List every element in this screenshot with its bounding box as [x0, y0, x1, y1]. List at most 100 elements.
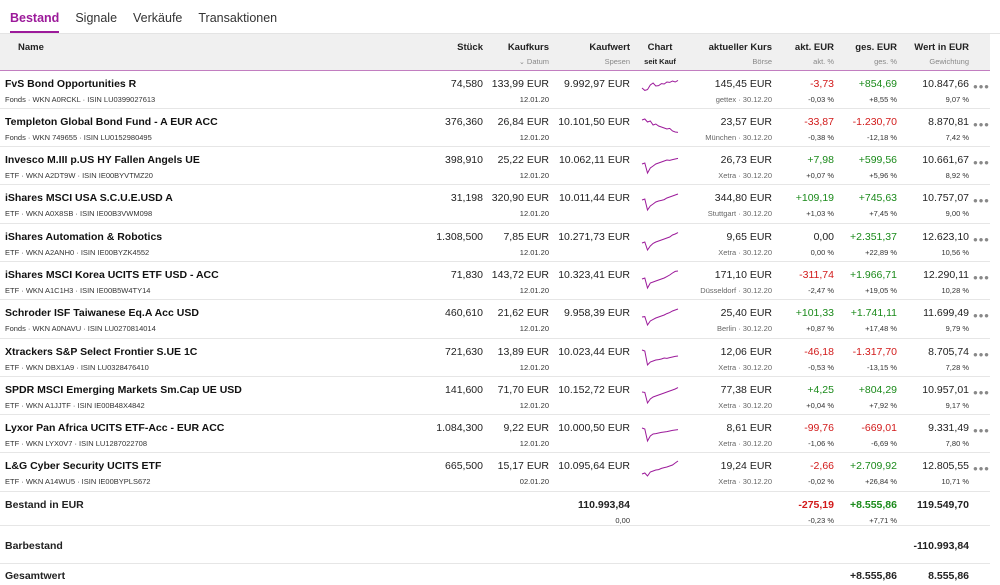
sparkline-cell[interactable]: [634, 338, 686, 376]
kaufkurs-value: 7,85 EUR: [503, 230, 549, 243]
more-options-icon[interactable]: •••: [973, 384, 990, 400]
boerse-value: Xetra · 30.12.20: [718, 400, 772, 410]
more-options-icon[interactable]: •••: [973, 423, 990, 439]
wert-value: 8.870,81: [928, 115, 969, 128]
kurs-value: 12,06 EUR: [720, 345, 772, 358]
kurs-value: 8,61 EUR: [726, 422, 772, 435]
ges-eur: +599,56: [858, 154, 897, 167]
total-label: Bestand in EUR: [5, 498, 84, 511]
sparkline-chart: [641, 193, 679, 212]
position-name[interactable]: Xtrackers S&P Select Frontier S.UE 1C: [5, 345, 198, 358]
sparkline-cell[interactable]: [634, 223, 686, 261]
more-options-icon[interactable]: •••: [973, 269, 990, 285]
table-row[interactable]: Invesco M.III p.US HY Fallen Angels UE ET…: [0, 147, 990, 185]
position-stueck: 460,610: [445, 307, 483, 320]
wert-value: 11.699,49: [923, 307, 969, 320]
kaufkurs-value: 320,90 EUR: [491, 192, 549, 205]
tab-3[interactable]: Transaktionen: [198, 11, 278, 25]
position-name[interactable]: iShares MSCI USA S.C.U.E.USD A: [5, 192, 173, 205]
position-name[interactable]: Schroder ISF Taiwanese Eq.A Acc USD: [5, 307, 199, 320]
position-kurs: 26,73 EUR Xetra · 30.12.20: [686, 147, 776, 185]
position-wert: 10.757,07 9,00 %: [901, 185, 973, 223]
position-kurs: 9,65 EUR Xetra · 30.12.20: [686, 223, 776, 261]
ges-pct: -13,15 %: [866, 362, 897, 372]
col-stueck[interactable]: Stück: [457, 42, 483, 53]
col-chart[interactable]: Chart seit Kauf: [634, 34, 686, 70]
sparkline-cell[interactable]: [634, 376, 686, 414]
table-row[interactable]: iShares MSCI Korea UCITS ETF USD - ACC ET…: [0, 261, 990, 300]
more-options-icon[interactable]: •••: [973, 231, 990, 247]
kaufkurs-value: 9,22 EUR: [503, 422, 549, 435]
position-wert: 8.870,81 7,42 %: [901, 108, 973, 146]
col-name[interactable]: Name: [18, 42, 44, 53]
more-options-icon[interactable]: •••: [973, 308, 990, 324]
position-wert: 10.957,01 9,17 %: [901, 376, 973, 414]
table-row[interactable]: Lyxor Pan Africa UCITS ETF-Acc - EUR ACC…: [0, 415, 990, 453]
position-name[interactable]: Lyxor Pan Africa UCITS ETF-Acc - EUR ACC: [5, 422, 225, 435]
table-row[interactable]: Schroder ISF Taiwanese Eq.A Acc USD Fonds…: [0, 300, 990, 339]
table-row[interactable]: SPDR MSCI Emerging Markets Sm.Cap UE USD…: [0, 376, 990, 415]
sparkline-cell[interactable]: [634, 261, 686, 299]
position-name[interactable]: iShares Automation & Robotics: [5, 230, 163, 243]
gesamtwert-wert: 8.555,86: [928, 569, 969, 582]
table-row[interactable]: L&G Cyber Security UCITS ETF ETF · WKN A1…: [0, 453, 990, 492]
position-akt: -33,87 -0,38 %: [776, 108, 838, 146]
position-meta: ETF · WKN LYX0V7 · ISIN LU1287022708: [5, 439, 148, 449]
col-ges[interactable]: ges. EUR ges. %: [838, 34, 901, 70]
position-stueck: 376,360: [445, 115, 483, 128]
more-options-icon[interactable]: •••: [973, 461, 990, 477]
col-ges-sub: ges. %: [874, 57, 897, 66]
wert-value: 10.757,07: [922, 192, 969, 205]
table-row[interactable]: iShares Automation & Robotics ETF · WKN A…: [0, 223, 990, 262]
ges-pct: +7,92 %: [869, 400, 897, 410]
tab-1[interactable]: Signale: [75, 11, 118, 25]
position-name[interactable]: SPDR MSCI Emerging Markets Sm.Cap UE USD: [5, 383, 242, 396]
sparkline-line: [641, 118, 679, 133]
more-options-icon[interactable]: •••: [973, 193, 990, 209]
sparkline-cell[interactable]: [634, 300, 686, 338]
table-row[interactable]: FvS Bond Opportunities R Fonds · WKN A0RC…: [0, 70, 990, 109]
position-name[interactable]: Templeton Global Bond Fund - A EUR ACC: [5, 115, 218, 128]
position-kaufwert: 10.095,64 EUR: [553, 453, 634, 491]
more-options-icon[interactable]: •••: [973, 155, 990, 171]
position-meta: ETF · WKN DBX1A9 · ISIN LU0328476410: [5, 362, 149, 372]
sparkline-chart: [641, 270, 679, 290]
more-options-icon[interactable]: •••: [973, 116, 990, 132]
ges-eur: -669,01: [861, 422, 897, 435]
boerse-value: Xetra · 30.12.20: [718, 362, 772, 372]
more-options-icon[interactable]: •••: [973, 78, 990, 94]
col-akt[interactable]: akt. EUR akt. %: [776, 34, 838, 70]
position-kaufwert: 10.152,72 EUR: [553, 376, 634, 414]
position-name[interactable]: L&G Cyber Security UCITS ETF: [5, 460, 162, 473]
sparkline-cell[interactable]: [634, 185, 686, 223]
table-row[interactable]: Xtrackers S&P Select Frontier S.UE 1C ETF…: [0, 338, 990, 377]
col-kaufwert[interactable]: Kaufwert Spesen: [553, 34, 634, 70]
akt-pct: -2,47 %: [808, 285, 834, 295]
position-kaufkurs: 13,89 EUR 12.01.20: [487, 338, 553, 376]
position-name[interactable]: iShares MSCI Korea UCITS ETF USD - ACC: [5, 268, 219, 281]
ges-eur: +2.709,92: [849, 460, 897, 473]
sparkline-cell[interactable]: [634, 453, 686, 491]
kauf-datum: 12.01.20: [519, 247, 549, 257]
col-wert[interactable]: Wert in EUR Gewichtung: [901, 34, 973, 70]
position-kaufwert: 10.323,41 EUR: [553, 261, 634, 299]
sparkline-cell[interactable]: [634, 108, 686, 146]
table-row[interactable]: iShares MSCI USA S.C.U.E.USD A ETF · WKN …: [0, 185, 990, 224]
sparkline-cell[interactable]: [634, 415, 686, 453]
position-kaufwert: 10.062,11 EUR: [553, 147, 634, 185]
col-kaufkurs[interactable]: Kaufkurs ⌄ Datum: [487, 34, 553, 70]
tab-2[interactable]: Verkäufe: [133, 11, 183, 25]
akt-eur: -3,73: [810, 77, 834, 90]
sparkline-line: [641, 270, 679, 290]
sparkline-cell[interactable]: [634, 70, 686, 108]
more-options-icon[interactable]: •••: [973, 346, 990, 362]
position-name[interactable]: Invesco M.III p.US HY Fallen Angels UE: [5, 154, 200, 167]
tab-0[interactable]: Bestand: [10, 11, 60, 33]
position-name[interactable]: FvS Bond Opportunities R: [5, 77, 137, 90]
table-row[interactable]: Templeton Global Bond Fund - A EUR ACC Fo…: [0, 108, 990, 147]
kaufkurs-value: 133,99 EUR: [491, 77, 549, 90]
sparkline-line: [641, 79, 679, 91]
kurs-value: 19,24 EUR: [720, 460, 772, 473]
col-kurs[interactable]: aktueller Kurs Börse: [686, 34, 776, 70]
sparkline-cell[interactable]: [634, 147, 686, 185]
